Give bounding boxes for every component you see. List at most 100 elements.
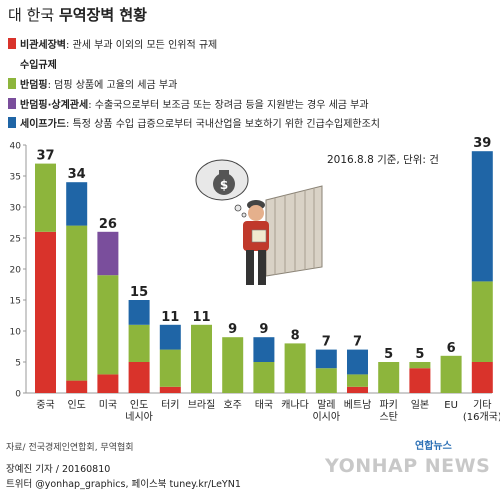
legend-swatch-red	[8, 38, 16, 49]
credit-line-2: 트위터 @yonhap_graphics, 페이스북 tuney.kr/LeYN…	[6, 479, 241, 490]
category-label: 베트남	[344, 399, 372, 411]
title-prefix: 대 한국	[8, 6, 59, 24]
unit-note: 2016.8.8 기준, 단위: 건	[327, 154, 439, 166]
bar-segment	[471, 362, 493, 393]
bar-segment	[66, 380, 88, 393]
legend-item-nontariff: 비관세장벽: 관세 부과 이외의 모든 인위적 규제	[8, 36, 217, 51]
bar-total-label: 5	[415, 347, 424, 362]
legend-term: 반덤핑	[20, 80, 48, 91]
bar-segment	[378, 362, 400, 393]
bar-segment	[66, 225, 88, 381]
bar-segment	[128, 362, 150, 393]
bar-segment	[347, 386, 368, 393]
y-tick-label: 10	[10, 328, 22, 338]
category-label: 기타 (16개국)	[463, 399, 500, 423]
bar-segment	[128, 300, 150, 325]
watermark: YONHAP NEWS	[325, 455, 491, 477]
bar-total-label: 5	[384, 347, 393, 362]
bar-total-label: 26	[99, 217, 117, 232]
legend-item-safeguard: 세이프가드: 특정 상품 수입 급증으로부터 국내산업을 보호하기 위한 긴급수…	[8, 115, 380, 130]
bar-total-label: 8	[291, 328, 300, 343]
bar-total-label: 11	[161, 310, 179, 325]
bar-total-label: 11	[192, 310, 210, 325]
bar-segment	[315, 349, 337, 369]
bar-segment	[97, 374, 119, 393]
bar-total-label: 7	[353, 335, 362, 350]
bar-total-label: 15	[130, 285, 148, 300]
legend-heading-import: 수입규제	[20, 60, 57, 71]
legend-desc: : 덤핑 상품에 고율의 세금 부과	[47, 80, 178, 91]
bar-total-label: 34	[68, 167, 86, 182]
category-label: 태국	[255, 399, 273, 411]
category-label: 미국	[99, 399, 117, 411]
y-tick-label: 25	[10, 235, 21, 245]
bar-segment	[97, 231, 119, 276]
category-label: 중국	[36, 399, 54, 411]
bar-segment	[66, 182, 88, 226]
legend-swatch-blue	[8, 117, 16, 128]
category-label: 캐나다	[281, 399, 309, 411]
bar-total-label: 37	[36, 149, 54, 164]
legend-desc: : 수출국으로부터 보조금 또는 장려금 등을 지원받는 경우 세금 부과	[88, 100, 369, 111]
bar-segment	[253, 362, 275, 393]
bar-segment	[159, 324, 181, 350]
y-tick-label: 5	[15, 359, 21, 369]
bar-segment	[191, 324, 212, 393]
bar-segment	[347, 349, 368, 375]
y-tick-label: 20	[10, 266, 22, 276]
category-label: EU	[444, 400, 458, 411]
legend-desc: : 관세 부과 이외의 모든 인위적 규제	[66, 40, 218, 51]
bar-segment	[97, 275, 119, 375]
bar-segment	[471, 281, 493, 362]
category-label: 일본	[411, 399, 429, 411]
legend-swatch-green	[8, 78, 16, 89]
bar-total-label: 9	[228, 322, 237, 337]
y-tick-label: 0	[15, 390, 21, 400]
bar-segment	[471, 151, 493, 282]
brand-logo: 연합뉴스	[415, 441, 452, 452]
bar-segment	[159, 386, 181, 393]
legend-term: 세이프가드	[20, 119, 66, 130]
legend-term: 비관세장벽	[20, 40, 66, 51]
source-note: 자료/ 전국경제인연합회, 무역협회	[6, 443, 134, 453]
legend-term: 반덤핑·상계관세	[20, 100, 89, 111]
bar-segment	[315, 368, 337, 393]
category-label: 인도	[67, 399, 85, 411]
bar-total-label: 6	[447, 341, 456, 356]
category-label: 인도 네시아	[125, 399, 153, 423]
legend-item-antidumping: 반덤핑: 덤핑 상품에 고율의 세금 부과	[8, 76, 177, 91]
category-label: 호주	[223, 399, 241, 411]
bar-total-label: 7	[322, 335, 331, 350]
money-bag-icon: $	[195, 159, 249, 218]
labels-group: 37 중국 34 인도 26 미국 15 인도 네시아 11 터키 11 브라질 9 호주 9 태국 8 캐나다 7 말…	[36, 136, 500, 423]
bar-segment	[35, 163, 56, 232]
bars-group	[35, 151, 493, 393]
legend-desc: : 특정 상품 수입 급증으로부터 국내산업을 보호하기 위한 긴급수입제한조치	[66, 119, 380, 130]
bar-segment	[409, 368, 431, 393]
legend-item-countervailing: 반덤핑·상계관세: 수출국으로부터 보조금 또는 장려금 등을 지원받는 경우 …	[8, 96, 369, 111]
category-label: 파키 스탄	[379, 399, 397, 423]
worker-icon	[243, 200, 269, 285]
bar-segment	[440, 355, 462, 393]
title-main: 무역장벽 현황	[58, 6, 147, 24]
bar-total-label: 9	[259, 322, 268, 337]
bar-segment	[409, 362, 431, 369]
svg-text:$: $	[220, 178, 228, 192]
bar-segment	[159, 349, 181, 387]
y-tick-label: 40	[10, 142, 22, 152]
bar-segment	[284, 343, 306, 393]
y-tick-label: 35	[10, 173, 21, 183]
y-tick-label: 30	[10, 204, 22, 214]
bar-segment	[128, 324, 150, 362]
bar-segment	[347, 374, 368, 387]
bar-segment	[35, 231, 56, 393]
bar-total-label: 39	[473, 136, 491, 151]
legend-swatch-purple	[8, 98, 16, 109]
bar-segment	[253, 337, 275, 362]
bar-segment	[222, 337, 244, 393]
y-tick-label: 15	[10, 297, 21, 307]
credit-line-1: 장예진 기자 / 20160810	[6, 464, 111, 475]
chart-title: 대 한국 무역장벽 현황	[8, 4, 147, 25]
